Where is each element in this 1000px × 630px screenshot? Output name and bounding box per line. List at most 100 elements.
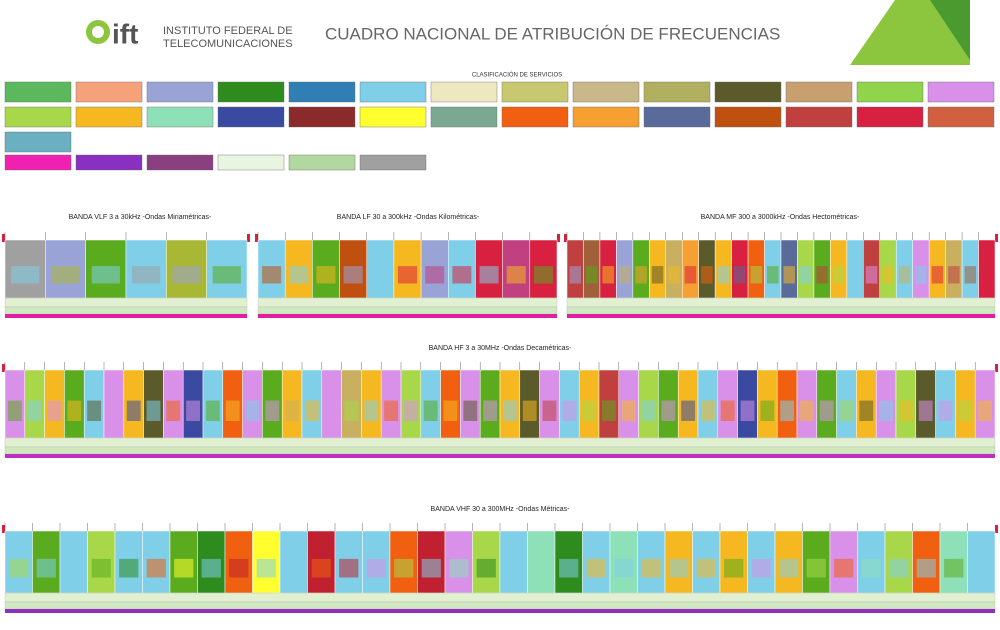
allocation-sub-block (186, 400, 201, 421)
legend-swatch (572, 81, 640, 103)
allocation-sub-block (311, 558, 331, 578)
allocation-sub-block (423, 400, 438, 421)
allocation-sub-block (964, 266, 977, 284)
allocation-sub-block (958, 400, 973, 421)
note-strip (4, 297, 248, 308)
allocation-sub-block (11, 266, 40, 284)
allocation-sub-block (806, 558, 826, 578)
note-strip (257, 306, 558, 315)
allocation-sub-block (366, 558, 386, 578)
allocation-sub-block (562, 400, 577, 421)
legend-swatch (785, 81, 853, 103)
allocation-sub-block (502, 400, 517, 421)
allocation-sub-block (370, 266, 390, 284)
legend-swatch (501, 106, 569, 128)
allocation-sub-block (849, 266, 861, 284)
allocation-sub-block (918, 400, 933, 421)
allocation-sub-block (931, 266, 944, 284)
allocation-sub-block (265, 400, 280, 421)
logo: ift (112, 18, 138, 49)
legend-swatch (217, 154, 285, 171)
allocation-sub-block (343, 266, 363, 284)
allocation-sub-block (865, 266, 878, 284)
logo-mark (92, 26, 104, 38)
legend-swatch (146, 106, 214, 128)
allocation-sub-block (816, 266, 828, 284)
band-edge (255, 234, 258, 242)
allocation-sub-block (668, 266, 680, 284)
allocation-sub-block (403, 400, 418, 421)
institute: TELECOMUNICACIONES (163, 38, 293, 50)
allocation-sub-block (225, 400, 240, 421)
legend-swatch (572, 106, 640, 128)
note-strip (566, 306, 996, 315)
allocation-sub-block (601, 400, 616, 421)
allocation-sub-block (971, 558, 991, 578)
allocation-sub-block (256, 558, 276, 578)
allocation-sub-block (834, 558, 854, 578)
allocation-sub-block (397, 266, 418, 284)
allocation-sub-block (724, 558, 744, 578)
legend-swatch (359, 81, 427, 103)
legend-swatch (217, 106, 285, 128)
allocation-sub-block (483, 400, 498, 421)
legend-swatch (288, 81, 356, 103)
legend-swatch (146, 81, 214, 103)
allocation-sub-block (174, 558, 194, 578)
allocation-sub-block (172, 266, 201, 284)
legend-swatch (643, 81, 711, 103)
allocation-sub-block (67, 400, 82, 421)
allocation-sub-block (64, 558, 84, 578)
legend-swatch (856, 106, 924, 128)
allocation-sub-block (304, 400, 319, 421)
allocation-sub-block (780, 400, 795, 421)
allocation-sub-block (394, 558, 414, 578)
legend-swatch (4, 106, 72, 128)
legend-swatch (714, 106, 782, 128)
allocation-sub-block (479, 266, 499, 284)
frequency-bar (567, 314, 995, 318)
legend-swatch (856, 81, 924, 103)
allocation-sub-block (767, 266, 779, 284)
allocation-sub-block (621, 400, 636, 421)
allocation-sub-block (760, 400, 775, 421)
allocation-sub-block (285, 400, 300, 421)
legend-swatch (501, 81, 569, 103)
allocation-sub-block (783, 266, 795, 284)
allocation-sub-block (506, 266, 526, 284)
legend-swatch (359, 154, 427, 171)
allocation-sub-block (166, 400, 181, 421)
allocation-sub-block (559, 558, 579, 578)
allocation-sub-block (669, 558, 689, 578)
note-strip (257, 297, 558, 308)
allocation-sub-block (700, 400, 715, 421)
allocation-sub-block (981, 266, 993, 284)
allocation-sub-block (889, 558, 909, 578)
allocation-sub-block (146, 558, 166, 578)
allocation-sub-block (106, 400, 121, 421)
allocation-sub-block (740, 400, 755, 421)
allocation-sub-block (938, 400, 953, 421)
allocation-sub-block (915, 266, 927, 284)
allocation-sub-block (324, 400, 339, 421)
allocation-sub-block (832, 266, 845, 284)
allocation-sub-block (750, 266, 763, 284)
frequency-bar (5, 454, 995, 458)
allocation-sub-block (132, 266, 161, 284)
allocation-sub-block (126, 400, 141, 421)
allocation-sub-block (425, 266, 445, 284)
band-title: BANDA LF 30 a 300kHz -Ondas Kilométricas… (337, 214, 480, 221)
legend-swatch (430, 81, 498, 103)
note-strip (4, 592, 996, 603)
allocation-sub-block (212, 266, 241, 284)
legend-swatch (430, 106, 498, 128)
allocation-sub-block (916, 558, 936, 578)
band-title: BANDA MF 300 a 3000kHz -Ondas Hectométri… (701, 214, 860, 221)
allocation-sub-block (898, 400, 913, 421)
allocation-sub-block (569, 266, 581, 284)
legend-swatch (75, 106, 143, 128)
corner-decoration (930, 0, 970, 60)
band-edge (995, 364, 998, 372)
legend-swatch (359, 106, 427, 128)
